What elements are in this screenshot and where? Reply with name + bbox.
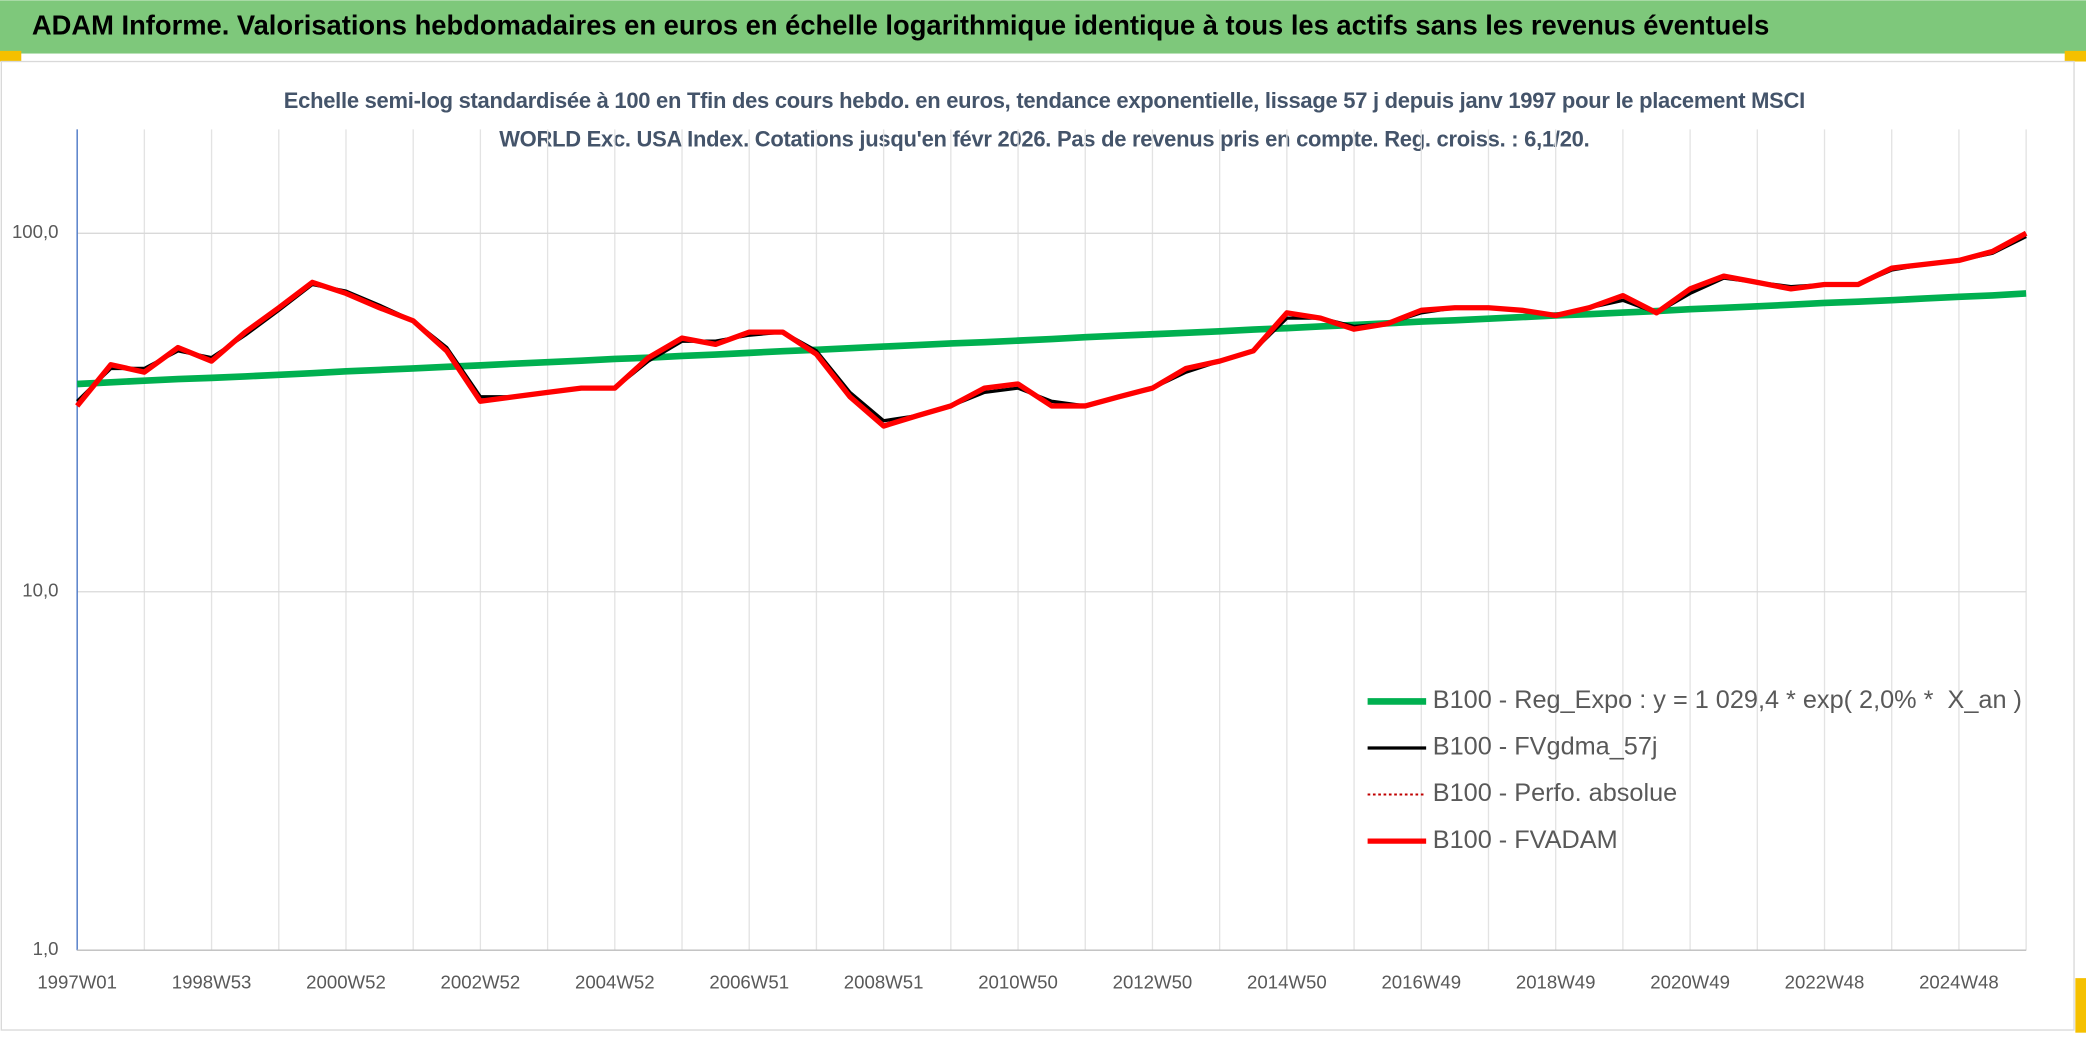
header-bar — [0, 0, 2086, 54]
corner-mark — [2064, 50, 2086, 62]
x-tick-label: 2004W52 — [575, 971, 655, 992]
x-tick-label: 1998W53 — [172, 971, 252, 992]
chart-border — [0, 60, 2075, 1031]
x-tick-label: 2020W49 — [1650, 971, 1730, 992]
legend-label: B100 - Perfo. absolue — [1433, 779, 1677, 807]
corner-mark — [2075, 978, 2086, 1033]
x-tick-label: 2016W49 — [1381, 971, 1461, 992]
x-tick-label: 2018W49 — [1516, 971, 1596, 992]
x-tick-label: 2006W51 — [709, 971, 789, 992]
chart-title: ADAM Informe. Valorisations hebdomadaire… — [32, 9, 1769, 40]
corner-mark — [0, 50, 22, 62]
series-line — [75, 230, 2028, 429]
legend-label: B100 - FVgdma_57j — [1433, 733, 1658, 761]
x-tick-label: 2008W51 — [844, 971, 924, 992]
legend-label: B100 - FVADAM — [1433, 826, 1618, 854]
subtitle-box: Echelle semi-log standardisée à 100 en T… — [283, 89, 1805, 152]
y-tick-label: 100,0 — [12, 221, 59, 242]
x-tick-label: 2000W52 — [306, 971, 386, 992]
x-tick-label: 1997W01 — [37, 971, 117, 992]
legend-label: B100 - Reg_Expo : y = 1 029,4 * exp( 2,0… — [1433, 686, 2022, 714]
series-line — [76, 290, 2027, 388]
chart-subtitle: Echelle semi-log standardisée à 100 en T… — [283, 89, 1805, 152]
y-tick-label: 1,0 — [33, 938, 59, 959]
x-tick-label: 2022W48 — [1785, 971, 1865, 992]
x-tick-label: 2010W50 — [978, 971, 1058, 992]
x-tick-label: 2002W52 — [441, 971, 521, 992]
x-tick-label: 2012W50 — [1113, 971, 1193, 992]
y-tick-label: 10,0 — [22, 580, 58, 601]
x-tick-label: 2024W48 — [1919, 971, 1999, 992]
x-tick-label: 2014W50 — [1247, 971, 1327, 992]
